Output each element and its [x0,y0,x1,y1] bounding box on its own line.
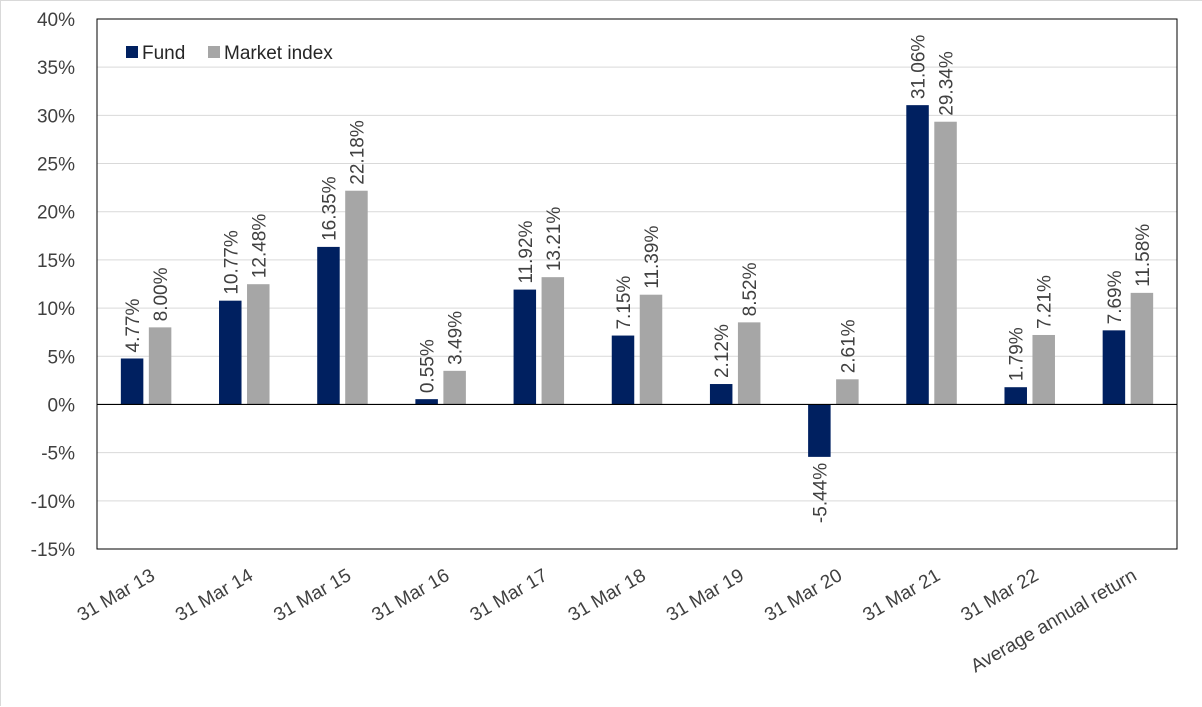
x-tick-label: 31 Mar 22 [958,565,1043,626]
legend-label-fund: Fund [142,43,185,64]
market-index-data-label: 11.58% [1133,224,1154,287]
y-tick-label: 30% [37,106,75,127]
y-tick-label: 5% [48,347,76,368]
market-index-data-label: 8.00% [151,267,172,321]
y-tick-label: 35% [37,58,75,79]
y-tick-label: 15% [37,251,75,272]
market-index-bar [541,277,565,405]
y-tick-label: 0% [48,395,76,416]
fund-data-label: 31.06% [909,35,930,100]
x-tick-label: 31 Mar 21 [859,565,944,626]
market-index-data-label: 29.34% [937,51,958,116]
legend-swatch-fund [126,46,138,58]
fund-bar [611,335,635,405]
fund-data-label: 0.55% [418,339,439,393]
legend-swatch-market-index [208,46,220,58]
fund-data-label: 10.77% [221,230,242,295]
fund-data-label: 1.79% [1007,327,1028,381]
market-index-bar [148,327,172,405]
fund-data-label: 7.69% [1105,270,1126,324]
y-tick-label: 25% [37,155,75,176]
market-index-bar [1130,292,1154,405]
market-index-bar [1032,334,1055,405]
market-index-bar [247,284,270,405]
fund-bar [219,300,242,405]
legend: Fund Market index [126,43,333,64]
x-tick-label: Average annual return [967,565,1140,677]
fund-bar [415,399,438,405]
x-tick-label: 31 Mar 16 [369,565,454,626]
market-index-data-label: 11.39% [642,226,663,289]
market-index-bar [836,379,859,405]
x-tick-label: 31 Mar 19 [663,565,748,626]
x-tick-label: 31 Mar 13 [74,565,159,626]
fund-bar [808,404,831,457]
legend-label-market-index: Market index [224,43,333,64]
fund-bar [1102,330,1126,405]
market-index-data-label: 2.61% [838,319,859,373]
market-index-data-label: 8.52% [740,262,761,316]
fund-bar [709,384,733,405]
fund-bar [120,358,144,405]
y-tick-label: -5% [41,444,75,465]
x-tick-label: 31 Mar 15 [270,565,355,626]
y-tick-label: 10% [37,299,75,320]
fund-data-label: 7.15% [614,276,635,330]
market-index-data-label: 13.21% [544,207,565,272]
market-index-bar [934,121,957,405]
plot-area-border [96,18,1178,550]
market-index-bar [737,322,761,405]
bars [120,105,1154,457]
fund-bar [513,289,537,405]
fund-data-label: 2.12% [712,324,733,378]
fund-data-label: 16.35% [319,176,340,241]
market-index-data-label: 22.18% [347,120,368,185]
x-tick-label: 31 Mar 18 [565,565,650,626]
fund-bar [317,246,340,405]
market-index-bar [443,370,466,405]
fund-data-label: -5.44% [810,463,831,523]
market-index-bar [345,190,368,405]
fund-data-label: 11.92% [516,220,537,283]
y-tick-label: -10% [31,492,75,513]
x-tick-label: 31 Mar 20 [761,565,846,626]
fund-data-label: 4.77% [123,299,144,353]
x-tick-label: 31 Mar 17 [467,565,552,626]
y-tick-label: 40% [37,10,75,31]
market-index-data-label: 3.49% [446,311,467,365]
axes: 40% 35% 30% 25% 20% 15% 10% 5% 0% -5% -10% -15% 31 M… [31,10,1178,677]
data-labels: 4.77% 8.00% 10.77% 12.48% 16.35% 22.18% 0.55% 3… [123,35,1154,523]
y-tick-label: 20% [37,203,75,224]
fund-bar [906,105,929,405]
fund-bar [1004,387,1027,405]
gridlines [97,18,1177,550]
market-index-data-label: 7.21% [1035,275,1056,329]
market-index-bar [639,294,663,405]
market-index-data-label: 12.48% [249,214,270,279]
y-tick-label: -15% [31,540,75,561]
x-tick-label: 31 Mar 14 [172,565,257,626]
